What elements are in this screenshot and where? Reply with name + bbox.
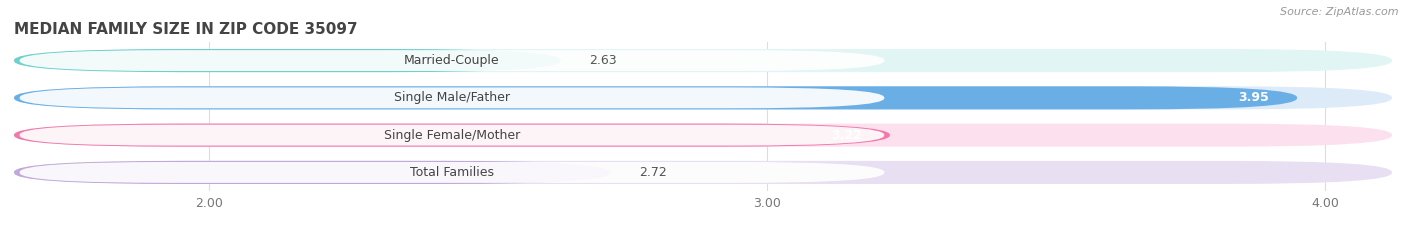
Text: Total Families: Total Families [411, 166, 494, 179]
FancyBboxPatch shape [14, 123, 1392, 147]
Text: Single Female/Mother: Single Female/Mother [384, 129, 520, 142]
Text: Single Male/Father: Single Male/Father [394, 91, 510, 104]
FancyBboxPatch shape [14, 161, 1392, 184]
FancyBboxPatch shape [14, 161, 612, 184]
Text: Married-Couple: Married-Couple [404, 54, 499, 67]
FancyBboxPatch shape [20, 125, 884, 146]
FancyBboxPatch shape [14, 49, 1392, 72]
Text: 3.95: 3.95 [1239, 91, 1270, 104]
FancyBboxPatch shape [20, 50, 884, 71]
Text: MEDIAN FAMILY SIZE IN ZIP CODE 35097: MEDIAN FAMILY SIZE IN ZIP CODE 35097 [14, 22, 357, 37]
Text: 2.63: 2.63 [589, 54, 616, 67]
Text: Source: ZipAtlas.com: Source: ZipAtlas.com [1281, 7, 1399, 17]
FancyBboxPatch shape [14, 49, 561, 72]
FancyBboxPatch shape [14, 86, 1298, 110]
FancyBboxPatch shape [14, 86, 1392, 110]
FancyBboxPatch shape [20, 87, 884, 108]
Text: 2.72: 2.72 [638, 166, 666, 179]
FancyBboxPatch shape [20, 162, 884, 183]
Text: 3.22: 3.22 [831, 129, 862, 142]
FancyBboxPatch shape [14, 123, 890, 147]
